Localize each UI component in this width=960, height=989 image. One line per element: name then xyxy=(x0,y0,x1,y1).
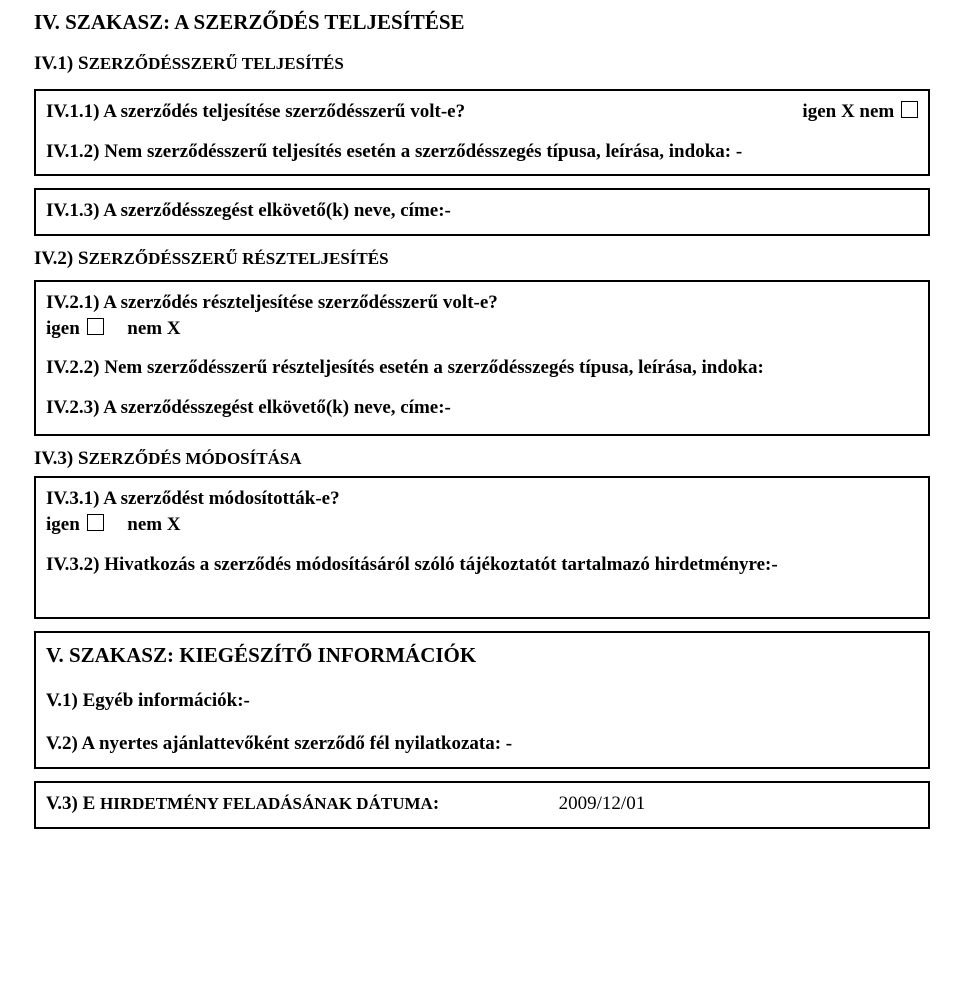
iv1-text: IV.1) SZERZŐDÉSSZERŰ TELJESÍTÉS xyxy=(34,53,344,74)
v3-label: V.3) E HIRDETMÉNY FELADÁSÁNAK DÁTUMA: xyxy=(46,793,439,814)
q-iv-2-1-igen: igen xyxy=(46,318,80,339)
box-iv-1-3: IV.1.3) A szerződésszegést elkövető(k) n… xyxy=(34,188,930,236)
q-iv-3-1-nem: nem X xyxy=(127,514,180,535)
q-iv-2-3: IV.2.3) A szerződésszegést elkövető(k) n… xyxy=(46,395,918,421)
q-iv-1-1-label: IV.1.1) A szerződés teljesítése szerződé… xyxy=(46,99,465,125)
checkbox-icon xyxy=(87,514,104,531)
q-iv-1-2: IV.1.2) Nem szerződésszerű teljesítés es… xyxy=(46,139,918,165)
v2: V.2) A nyertes ajánlattevőként szerződő … xyxy=(46,731,918,757)
q-iv-2-1-answer: igen nem X xyxy=(46,316,918,342)
iv2-text: IV.2) SZERZŐDÉSSZERŰ RÉSZTELJESÍTÉS xyxy=(34,248,389,269)
section-iv-2-title: IV.2) SZERZŐDÉSSZERŰ RÉSZTELJESÍTÉS xyxy=(34,248,930,270)
q-iv-2-2: IV.2.2) Nem szerződésszerű részteljesíté… xyxy=(46,355,918,381)
iv3-text: IV.3) SZERZŐDÉS MÓDOSÍTÁSA xyxy=(34,448,302,469)
q-iv-3-1-label: IV.3.1) A szerződést módosították-e? xyxy=(46,486,918,512)
section-iv-3-title: IV.3) SZERZŐDÉS MÓDOSÍTÁSA xyxy=(34,448,930,470)
q-iv-3-2: IV.3.2) Hivatkozás a szerződés módosítás… xyxy=(46,552,918,578)
q-iv-2-1-nem: nem X xyxy=(127,318,180,339)
section-v-title: V. SZAKASZ: KIEGÉSZÍTŐ INFORMÁCIÓK xyxy=(46,641,918,669)
box-iv-3: IV.3.1) A szerződést módosították-e? ige… xyxy=(34,476,930,619)
section-iv-title: IV. SZAKASZ: A SZERZŐDÉS TELJESÍTÉSE xyxy=(34,10,930,35)
checkbox-icon xyxy=(87,318,104,335)
checkbox-icon xyxy=(901,101,918,118)
box-iv-2: IV.2.1) A szerződés részteljesítése szer… xyxy=(34,280,930,437)
box-v: V. SZAKASZ: KIEGÉSZÍTŐ INFORMÁCIÓK V.1) … xyxy=(34,631,930,769)
q-iv-2-1-label: IV.2.1) A szerződés részteljesítése szer… xyxy=(46,290,918,316)
q-iv-3-1-answer: igen nem X xyxy=(46,512,918,538)
q-iv-1-1-answer-text: igen X nem xyxy=(802,101,894,122)
section-iv-1-title: IV.1) SZERZŐDÉSSZERŰ TELJESÍTÉS xyxy=(34,53,930,75)
box-iv-1-1: IV.1.1) A szerződés teljesítése szerződé… xyxy=(34,89,930,176)
v1: V.1) Egyéb információk:- xyxy=(46,688,918,714)
v3-date: 2009/12/01 xyxy=(559,793,646,814)
q-iv-3-1-igen: igen xyxy=(46,514,80,535)
box-v3: V.3) E HIRDETMÉNY FELADÁSÁNAK DÁTUMA: 20… xyxy=(34,781,930,829)
q-iv-1-1-answer: igen X nem xyxy=(802,99,918,125)
q-iv-1-3: IV.1.3) A szerződésszegést elkövető(k) n… xyxy=(46,200,451,221)
